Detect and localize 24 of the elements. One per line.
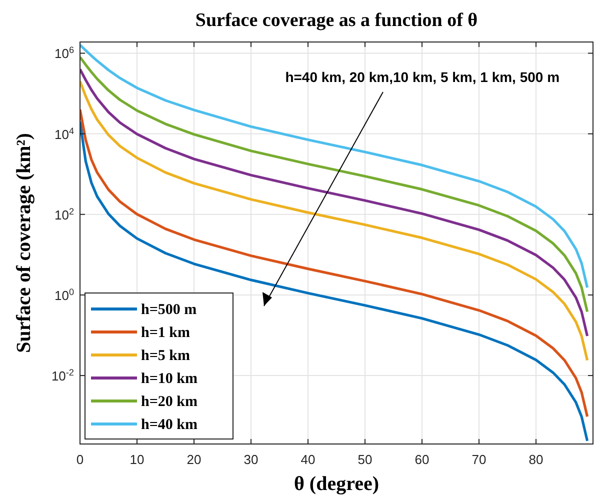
y-tick-label: 10$^{0}$ — [54, 286, 74, 303]
x-tick-label: 50 — [358, 452, 372, 467]
legend-label: h=20 km — [141, 394, 198, 410]
legend-label: h=1 km — [141, 325, 190, 341]
x-tick-label: 0 — [76, 452, 84, 467]
legend-label: h=10 km — [141, 371, 198, 387]
y-tick-label: 10$^{-2}$ — [51, 368, 74, 384]
x-tick-label: 30 — [244, 452, 258, 467]
chart-title: Surface coverage as a function of θ — [195, 10, 478, 31]
legend-label: h=5 km — [141, 348, 190, 364]
y-axis-title: Surface of coverage (km²) — [13, 133, 35, 353]
x-tick-label: 20 — [186, 452, 202, 467]
y-tick-label: 10$^{6}$ — [54, 45, 74, 62]
x-axis-title: θ (degree) — [294, 473, 380, 495]
x-tick-label: 70 — [472, 452, 486, 467]
x-tick-label: 40 — [300, 452, 316, 467]
x-tick-label: 80 — [528, 452, 544, 467]
annotation: h=40 km, 20 km,10 km, 5 km, 1 km, 500 m — [285, 69, 560, 85]
x-tick-label: 60 — [414, 452, 430, 467]
y-tick-label: 10$^{4}$ — [54, 126, 74, 142]
y-tick-label: 10$^{2}$ — [54, 206, 74, 222]
x-tick-label: 10 — [130, 452, 144, 467]
legend-label: h=40 km — [141, 417, 198, 433]
legend-label: h=500 m — [141, 302, 198, 318]
